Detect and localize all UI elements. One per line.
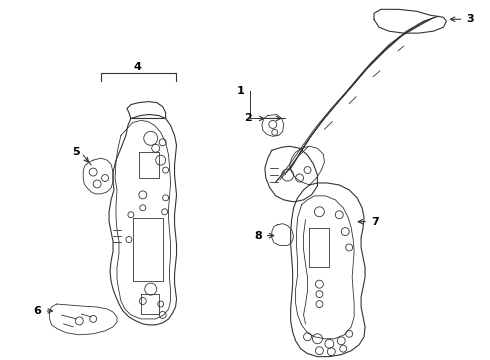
Text: 4: 4 [134, 62, 142, 72]
Text: 8: 8 [254, 230, 274, 240]
Text: 3: 3 [450, 14, 474, 24]
Text: 2: 2 [244, 113, 252, 123]
Text: 7: 7 [358, 217, 379, 227]
Text: 5: 5 [73, 147, 80, 157]
Text: 1: 1 [236, 86, 244, 96]
Text: 6: 6 [34, 306, 52, 316]
